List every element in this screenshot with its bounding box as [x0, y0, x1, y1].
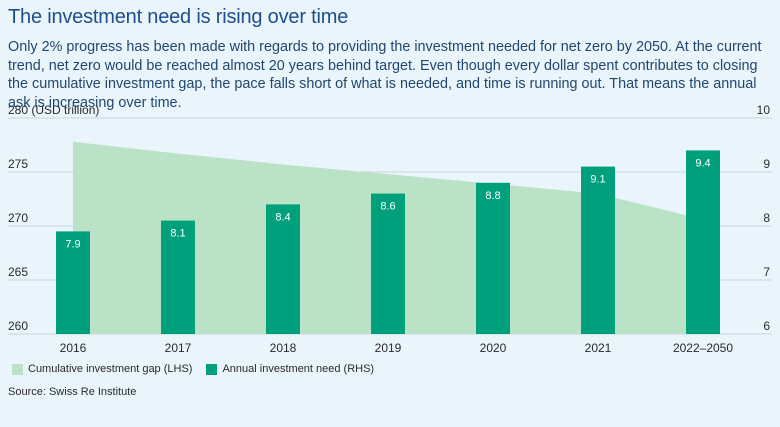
legend-label-area: Cumulative investment gap (LHS): [28, 363, 193, 375]
right-tick-label: 8: [763, 211, 770, 225]
left-tick-label: 265: [8, 265, 28, 279]
right-tick-label: 7: [763, 265, 770, 279]
bar-value-label: 8.6: [380, 201, 395, 213]
x-tick-label: 2020: [480, 341, 507, 355]
x-axis: 2016 2017 2018 2019 2020 2021 2022–2050: [60, 341, 734, 355]
left-tick-label: 260: [8, 319, 28, 333]
bar-value-label: 8.4: [275, 211, 290, 223]
legend-swatch-bar: [206, 363, 218, 375]
bar-value-label: 9.4: [695, 157, 710, 169]
bars-group: 7.9 8.1 8.4 8.6 8.8 9.1 9.4: [56, 150, 720, 334]
x-tick-label: 2022–2050: [673, 341, 733, 355]
right-tick-label: 6: [763, 319, 770, 333]
legend-item-area: Cumulative investment gap (LHS): [12, 363, 192, 375]
x-tick-label: 2021: [585, 341, 612, 355]
bar-value-label: 8.1: [170, 228, 185, 240]
left-tick-label: 280 (USD trillion): [8, 103, 99, 117]
bar-2017: [161, 220, 195, 334]
x-tick-label: 2018: [270, 341, 297, 355]
bar-value-label: 8.8: [485, 190, 500, 202]
right-axis: 10 9 8 7 6: [757, 103, 771, 333]
chart-subtitle: Only 2% progress has been made with rega…: [8, 39, 762, 111]
legend-swatch-area: [12, 363, 23, 375]
bar-2020: [476, 182, 510, 334]
legend: Cumulative investment gap (LHS) Annual i…: [12, 363, 388, 375]
bar-2018: [266, 204, 300, 334]
bar-value-label: 7.9: [65, 238, 80, 250]
right-tick-label: 10: [757, 103, 771, 117]
left-tick-label: 270: [8, 211, 28, 225]
source-note: Source: Swiss Re Institute: [8, 386, 137, 398]
chart-title: The investment need is rising over time: [8, 6, 349, 28]
left-axis: 280 (USD trillion) 275 270 265 260: [8, 103, 99, 333]
x-tick-label: 2019: [375, 341, 402, 355]
legend-label-bar: Annual investment need (RHS): [222, 363, 375, 375]
bar-2019: [371, 193, 405, 334]
bar-2022–2050: [686, 150, 720, 334]
bar-2021: [581, 166, 615, 334]
bar-value-label: 9.1: [590, 174, 605, 186]
bar-2016: [56, 231, 90, 334]
right-tick-label: 9: [763, 157, 770, 171]
left-tick-label: 275: [8, 157, 28, 171]
x-tick-label: 2016: [60, 341, 87, 355]
legend-item-bar: Annual investment need (RHS): [206, 363, 374, 375]
x-tick-label: 2017: [165, 341, 192, 355]
